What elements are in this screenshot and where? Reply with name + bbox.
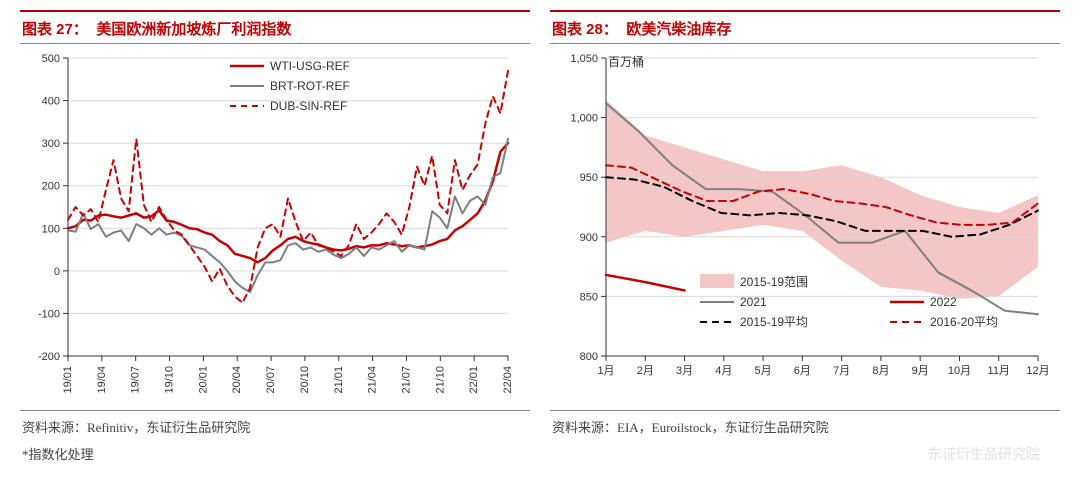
svg-text:1月: 1月 [597,365,614,377]
svg-text:5月: 5月 [755,365,772,377]
left-source: 资料来源：Refinitiv，东证衍生品研究院 [20,410,530,442]
svg-text:200: 200 [42,181,60,193]
svg-text:20/07: 20/07 [265,366,277,394]
left-chart: -200 -100 0 100 200 300 400 500 19/01 19/04 19/07 1… [20,43,530,410]
svg-text:400: 400 [42,96,60,108]
left-title-text: 美国欧洲新加坡炼厂利润指数 [96,21,291,38]
svg-text:8月: 8月 [872,365,889,377]
svg-text:6月: 6月 [794,365,811,377]
svg-text:4月: 4月 [715,365,732,377]
svg-text:WTI-USG-REF: WTI-USG-REF [270,59,350,73]
svg-text:9月: 9月 [912,365,929,377]
svg-text:-200: -200 [38,351,60,363]
svg-text:-100: -100 [38,308,60,320]
svg-text:11月: 11月 [988,365,1010,377]
left-title-label: 图表 27： [22,21,88,38]
right-title-label: 图表 28： [552,21,618,38]
svg-text:19/07: 19/07 [130,366,142,394]
left-title: 图表 27： 美国欧洲新加坡炼厂利润指数 [20,10,530,43]
svg-text:19/04: 19/04 [96,366,108,394]
svg-text:1,000: 1,000 [570,113,598,125]
svg-text:3月: 3月 [676,365,693,377]
svg-text:10月: 10月 [948,365,971,377]
svg-text:300: 300 [42,138,60,150]
right-title-text: 欧美汽柴油库存 [626,21,731,38]
svg-text:21/01: 21/01 [333,366,345,394]
svg-text:22/01: 22/01 [468,366,480,394]
right-source: 资料来源：EIA，Euroilstock，东证衍生品研究院 [550,410,1060,442]
right-chart: 800 850 900 950 1,000 1,050 百万桶 1月 2月 3月 4月 5月 6月 7月 8… [550,43,1060,410]
svg-text:1,050: 1,050 [570,53,598,65]
svg-text:800: 800 [580,351,598,363]
svg-text:20/10: 20/10 [299,366,311,394]
svg-text:21/10: 21/10 [434,366,446,394]
svg-text:100: 100 [42,223,60,235]
svg-text:2022: 2022 [930,295,957,309]
svg-text:BRT-ROT-REF: BRT-ROT-REF [270,79,350,93]
svg-text:19/10: 19/10 [164,366,176,394]
svg-text:0: 0 [54,266,60,278]
svg-text:20/01: 20/01 [197,366,209,394]
svg-text:19/01: 19/01 [62,366,74,394]
svg-text:850: 850 [580,291,598,303]
svg-text:2016-20平均: 2016-20平均 [930,315,998,329]
svg-text:950: 950 [580,172,598,184]
svg-text:2015-19范围: 2015-19范围 [740,275,808,289]
right-title: 图表 28： 欧美汽柴油库存 [550,10,1060,43]
svg-text:2月: 2月 [637,365,654,377]
svg-text:7月: 7月 [833,365,850,377]
svg-text:21/07: 21/07 [400,366,412,394]
svg-text:22/04: 22/04 [502,366,514,394]
left-footnote: *指数化处理 [20,442,530,465]
svg-text:DUB-SIN-REF: DUB-SIN-REF [270,99,347,113]
svg-text:21/04: 21/04 [367,366,379,394]
svg-text:2015-19平均: 2015-19平均 [740,315,808,329]
left-panel: 图表 27： 美国欧洲新加坡炼厂利润指数 -200 -100 0 100 200 300 4… [20,10,530,465]
right-panel: 图表 28： 欧美汽柴油库存 800 850 900 950 1,000 1,050 百万桶… [550,10,1060,465]
svg-text:12月: 12月 [1026,365,1049,377]
svg-text:500: 500 [42,53,60,65]
svg-text:900: 900 [580,232,598,244]
svg-text:2021: 2021 [740,295,767,309]
svg-text:20/04: 20/04 [231,366,243,394]
svg-text:百万桶: 百万桶 [608,54,644,69]
